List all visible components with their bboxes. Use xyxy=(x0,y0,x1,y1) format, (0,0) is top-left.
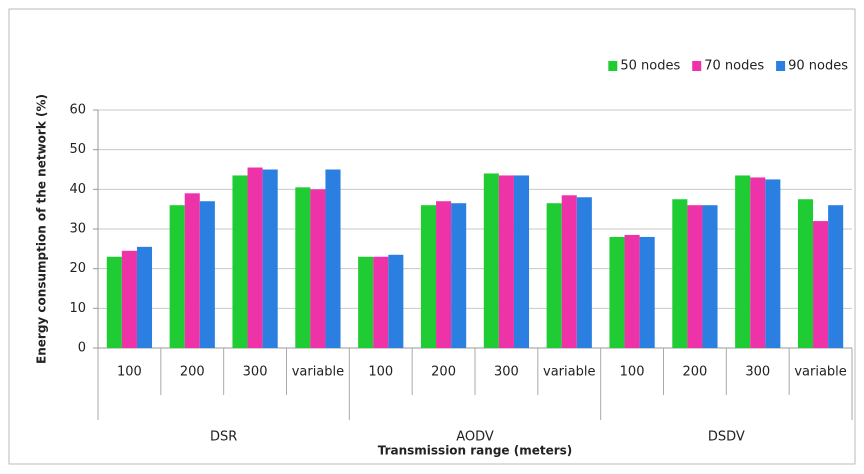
x-tick-label: 200 xyxy=(431,365,456,380)
bar xyxy=(687,205,703,348)
bar xyxy=(169,205,185,348)
bar xyxy=(232,175,248,348)
x-tick-label: variable xyxy=(292,365,344,380)
bar xyxy=(765,179,781,348)
bar xyxy=(828,205,844,348)
bar xyxy=(247,167,263,348)
x-tick-label: 200 xyxy=(180,365,205,380)
bar xyxy=(420,205,437,348)
bar xyxy=(702,205,718,348)
bar xyxy=(624,234,640,348)
bar xyxy=(436,201,452,348)
bar xyxy=(513,175,530,348)
x-tick-label: 100 xyxy=(117,365,142,380)
x-tick-label: 100 xyxy=(368,365,393,380)
bar xyxy=(199,201,215,348)
bar xyxy=(295,187,311,348)
group-label: AODV xyxy=(456,430,494,445)
bar xyxy=(310,189,326,348)
bar xyxy=(358,256,374,348)
bar xyxy=(451,203,467,348)
legend-label: 90 nodes xyxy=(788,59,848,74)
x-tick-label: 100 xyxy=(620,365,645,380)
bar xyxy=(483,173,499,348)
bar xyxy=(373,256,389,348)
legend-label: 50 nodes xyxy=(620,59,680,74)
bar xyxy=(813,221,829,348)
x-axis-title: Transmission range (meters) xyxy=(378,444,573,458)
y-tick-label: 20 xyxy=(69,261,86,276)
bar xyxy=(609,236,625,348)
bar xyxy=(546,203,562,348)
bar xyxy=(184,193,200,348)
group-label: DSDV xyxy=(708,430,745,445)
x-tick-label: variable xyxy=(543,365,595,380)
bar xyxy=(735,175,751,348)
x-tick-label: variable xyxy=(794,365,846,380)
bar xyxy=(106,256,122,348)
y-tick-label: 40 xyxy=(69,182,86,197)
bar xyxy=(388,254,404,348)
x-tick-label: 300 xyxy=(494,365,519,380)
y-tick-label: 10 xyxy=(69,301,86,316)
legend-swatch xyxy=(608,61,618,71)
x-tick-label: 300 xyxy=(243,365,268,380)
legend-swatch xyxy=(692,61,702,71)
bar xyxy=(136,246,153,348)
legend-label: 70 nodes xyxy=(704,59,764,74)
y-tick-label: 50 xyxy=(69,142,86,157)
y-tick-label: 30 xyxy=(69,222,86,237)
legend-swatch xyxy=(776,61,786,71)
y-tick-label: 60 xyxy=(69,103,86,118)
bar xyxy=(750,177,766,348)
x-tick-label: 300 xyxy=(745,365,770,380)
bar xyxy=(639,236,655,348)
y-axis-title: Energy consumption of the network (%) xyxy=(35,94,49,364)
bar xyxy=(561,195,577,348)
bar xyxy=(121,250,137,348)
bar xyxy=(325,169,341,348)
bar xyxy=(576,197,592,348)
bar xyxy=(672,199,688,348)
bar xyxy=(498,175,514,348)
group-label: DSR xyxy=(210,430,237,445)
y-tick-label: 0 xyxy=(78,341,86,356)
bar xyxy=(797,199,814,348)
x-tick-label: 200 xyxy=(683,365,708,380)
bar xyxy=(262,169,278,348)
